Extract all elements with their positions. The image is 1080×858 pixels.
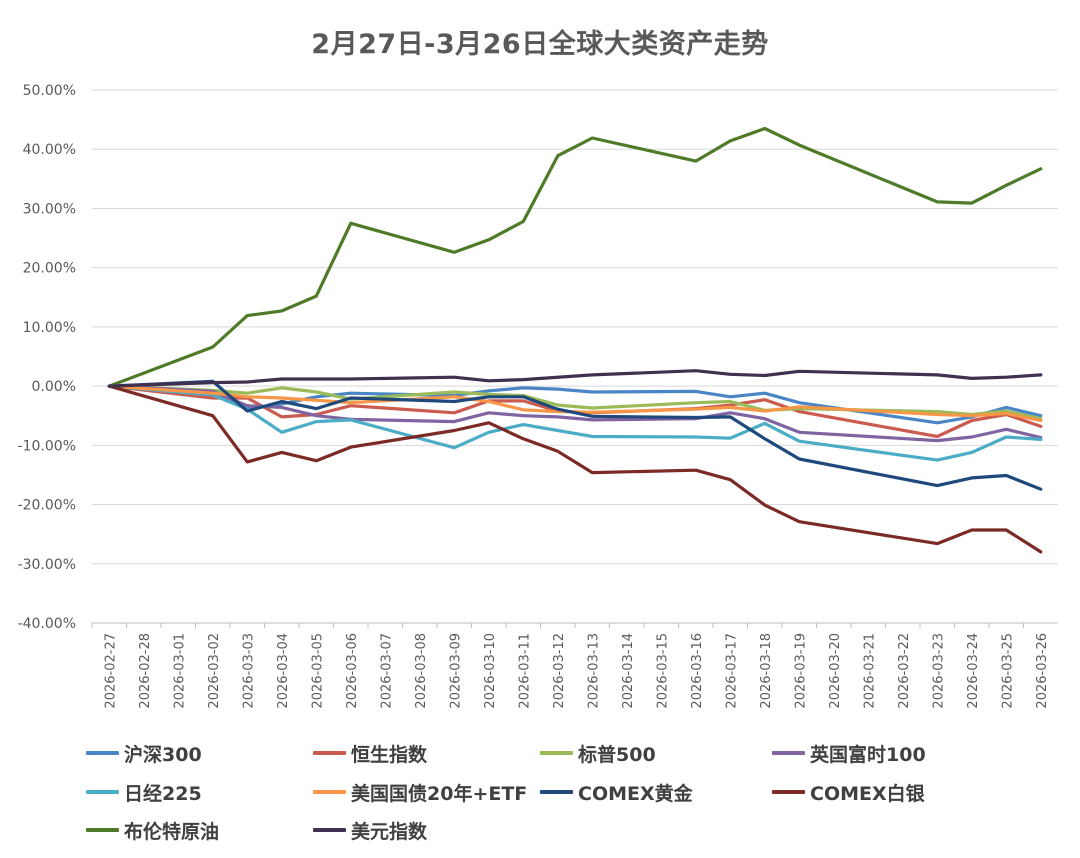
x-tick-label: 2026-03-15 <box>655 633 670 709</box>
x-tick-label: 2026-03-01 <box>172 633 187 709</box>
chart-title: 2月27日-3月26日全球大类资产走势 <box>311 29 769 60</box>
y-tick-label: 20.00% <box>23 261 76 277</box>
series-line-0 <box>107 384 1043 425</box>
y-tick-label: -10.00% <box>18 438 76 454</box>
series-line-9 <box>107 369 1043 388</box>
legend-label: 美元指数 <box>351 820 428 843</box>
y-tick-label: 40.00% <box>23 142 76 158</box>
legend-item: 日经225 <box>86 777 202 807</box>
y-tick-label: 10.00% <box>23 320 76 336</box>
x-tick-label: 2026-03-25 <box>1000 633 1015 709</box>
x-tick-label: 2026-03-11 <box>517 633 532 709</box>
legend-label: 英国富时100 <box>810 743 926 766</box>
x-tick-label: 2026-03-04 <box>276 633 291 709</box>
legend-label: 标普500 <box>578 743 656 766</box>
series-layer <box>107 126 1043 554</box>
legend-swatch <box>540 751 573 755</box>
legend-item: 英国富时100 <box>772 738 926 768</box>
x-tick-label: 2026-03-12 <box>552 633 567 709</box>
legend-swatch <box>86 751 119 755</box>
x-tick-label: 2026-03-19 <box>793 633 808 709</box>
series-line-2 <box>107 384 1043 421</box>
legend-swatch <box>313 751 346 755</box>
legend-label: 美国国债20年+ETF <box>351 782 528 805</box>
x-tick-label: 2026-02-28 <box>138 633 153 709</box>
y-axis-tick-labels: 50.00% 40.00% 30.00% 20.00% 10.00% 0.00% -10.0… <box>18 83 76 632</box>
x-tick-label: 2026-03-21 <box>862 633 877 709</box>
series-line-5 <box>107 384 1043 423</box>
legend-label: 沪深300 <box>124 743 202 766</box>
legend-item: 恒生指数 <box>313 738 427 768</box>
series-line-6 <box>107 379 1043 491</box>
legend-item: 布伦特原油 <box>86 815 219 845</box>
x-axis-tick-labels: 2026-02-27 2026-02-28 2026-03-01 2026-03-02… <box>91 623 1050 709</box>
legend-swatch <box>540 790 573 794</box>
legend-label: 恒生指数 <box>351 743 428 766</box>
x-tick-label: 2026-03-05 <box>310 633 325 709</box>
x-tick-label: 2026-03-13 <box>586 633 601 709</box>
legend-item: 沪深300 <box>86 738 202 768</box>
x-tick-label: 2026-03-10 <box>483 633 498 709</box>
legend-swatch <box>772 790 805 794</box>
x-tick-label: 2026-03-17 <box>724 633 739 709</box>
legend-item: 美元指数 <box>313 815 427 845</box>
legend-label: 布伦特原油 <box>124 820 220 843</box>
x-tick-label: 2026-03-09 <box>448 633 463 709</box>
x-tick-label: 2026-03-18 <box>759 633 774 709</box>
x-tick-label: 2026-03-03 <box>241 633 256 709</box>
series-line-8 <box>107 126 1043 388</box>
y-tick-label: 50.00% <box>23 83 76 99</box>
legend-swatch <box>772 751 805 755</box>
legend-swatch <box>86 828 119 832</box>
y-tick-label: -30.00% <box>18 557 76 573</box>
legend-label: COMEX白银 <box>810 782 925 805</box>
x-tick-label: 2026-03-20 <box>828 633 843 709</box>
y-tick-label: 0.00% <box>32 379 76 395</box>
x-tick-label: 2026-03-14 <box>621 633 636 709</box>
legend-item: 美国国债20年+ETF <box>313 777 527 807</box>
series-line-4 <box>107 384 1043 462</box>
legend-swatch <box>86 790 119 794</box>
y-tick-label: -40.00% <box>18 616 76 632</box>
x-tick-label: 2026-03-26 <box>1035 633 1050 709</box>
x-tick-label: 2026-03-06 <box>345 633 360 709</box>
x-tick-label: 2026-02-27 <box>103 633 118 709</box>
x-tick-label: 2026-03-23 <box>931 633 946 709</box>
grid-layer <box>92 89 1058 624</box>
y-tick-label: 30.00% <box>23 201 76 217</box>
legend-swatch <box>313 790 346 794</box>
series-line-7 <box>107 384 1043 554</box>
legend-label: COMEX黄金 <box>578 782 693 805</box>
x-tick-label: 2026-03-02 <box>207 633 222 709</box>
x-tick-label: 2026-03-08 <box>414 633 429 709</box>
legend-label: 日经225 <box>124 782 202 805</box>
legend-swatch <box>313 828 346 832</box>
legend-item: COMEX白银 <box>772 777 925 807</box>
series-line-3 <box>107 384 1043 443</box>
legend-item: 标普500 <box>540 738 656 768</box>
x-tick-label: 2026-03-16 <box>690 633 705 709</box>
y-tick-label: -20.00% <box>18 498 76 514</box>
legend-item: COMEX黄金 <box>540 777 693 807</box>
x-tick-label: 2026-03-24 <box>966 633 981 709</box>
x-tick-label: 2026-03-07 <box>379 633 394 709</box>
x-tick-label: 2026-03-22 <box>897 633 912 709</box>
